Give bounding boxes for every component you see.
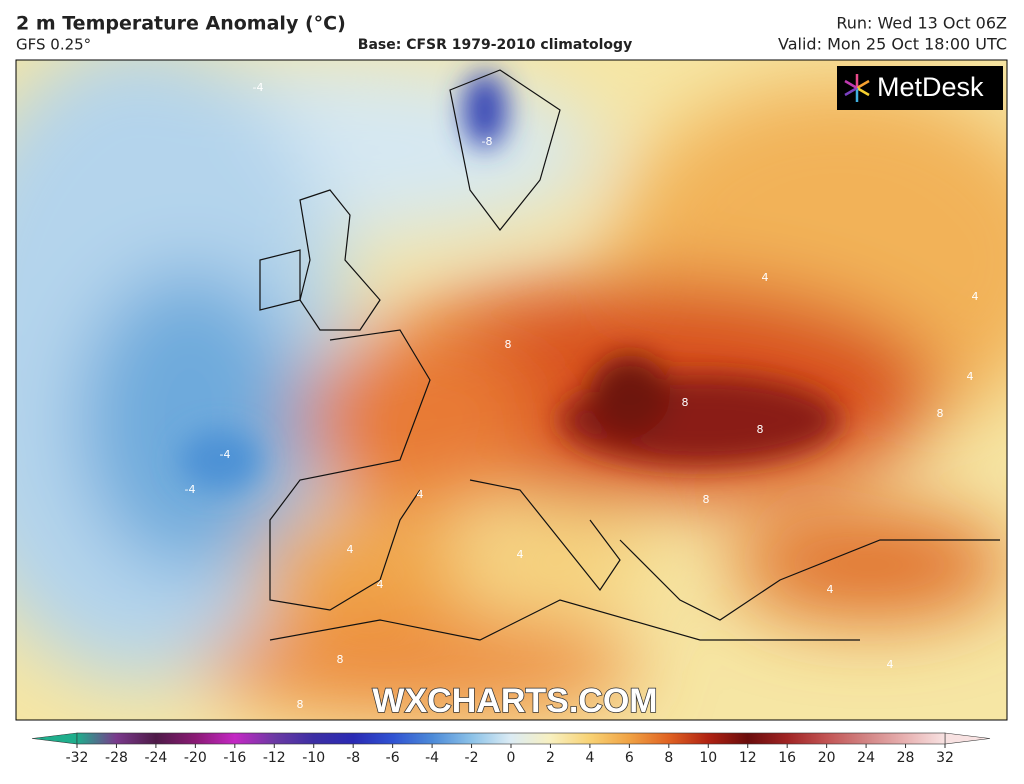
- logo-text: MetDesk: [877, 72, 984, 102]
- contour-label: -4: [220, 448, 231, 461]
- contour-label: 8: [937, 407, 944, 420]
- colorbar-arrow-right: [944, 732, 991, 745]
- colorbar-tick-label: -8: [346, 750, 360, 766]
- contour-label: 4: [762, 271, 769, 284]
- colorbar-tick-label: -16: [223, 750, 246, 766]
- contour-label: 8: [505, 338, 512, 351]
- contour-label: 4: [347, 543, 354, 556]
- colorbar-tick-label: -28: [105, 750, 128, 766]
- map: [16, 60, 1007, 720]
- contour-label: 8: [703, 493, 710, 506]
- colorbar-tick-label: 12: [739, 750, 757, 766]
- colorbar-tick-label: -12: [263, 750, 286, 766]
- contour-label: 4: [967, 370, 974, 383]
- contour-label: 8: [297, 698, 304, 711]
- colorbar-tick-label: 24: [857, 750, 875, 766]
- colorbar: -32 -28 -24 -20 -16 -12 -10 -8 -6 -4 -2 0 2 4 6 8 10 12 16…: [31, 732, 991, 766]
- watermark: WXCHARTS.COM: [372, 682, 657, 720]
- map-frame: [15, 59, 1008, 721]
- logo-box: [837, 66, 1003, 110]
- contour-label: 4: [517, 548, 524, 561]
- contour-label: 4: [827, 583, 834, 596]
- contour-label: -4: [185, 483, 196, 496]
- contour-label: 8: [682, 396, 689, 409]
- model-label: GFS 0.25°: [16, 36, 91, 54]
- colorbar-tick-label: 20: [818, 750, 836, 766]
- colorbar-tick-label: -10: [302, 750, 325, 766]
- contour-label: 4: [972, 290, 979, 303]
- title: 2 m Temperature Anomaly (°C): [16, 13, 346, 35]
- logo-icon: [844, 74, 870, 102]
- contour-label: 8: [337, 653, 344, 666]
- colorbar-tick-label: 8: [664, 750, 673, 766]
- colorbar-tick-label: 2: [546, 750, 555, 766]
- colorbar-tick-label: 32: [936, 750, 954, 766]
- colorbar-tick-label: -32: [66, 750, 89, 766]
- colorbar-tick-label: 4: [585, 750, 594, 766]
- colorbar-tick-label: -6: [386, 750, 400, 766]
- colorbar-tick-label: 10: [699, 750, 717, 766]
- colorbar-tick-label: 28: [897, 750, 915, 766]
- colorbar-tick-label: 6: [625, 750, 634, 766]
- contour-label: 8: [757, 423, 764, 436]
- base-label: Base: CFSR 1979-2010 climatology: [358, 37, 632, 53]
- contour-label: 4: [417, 488, 424, 501]
- colorbar-tick-label: -4: [425, 750, 439, 766]
- colorbar-tick-label: -24: [144, 750, 167, 766]
- contour-label: -4: [253, 81, 264, 94]
- colorbar-tick-label: -20: [184, 750, 207, 766]
- colorbar-scale: [76, 732, 946, 745]
- colorbar-tick-label: 0: [507, 750, 516, 766]
- colorbar-arrow-left: [31, 732, 78, 745]
- contour-label: 4: [887, 658, 894, 671]
- colorbar-tick-label: 16: [778, 750, 796, 766]
- colorbar-tick-label: -2: [465, 750, 479, 766]
- contour-label: 4: [377, 578, 384, 591]
- run-label: Run: Wed 13 Oct 06Z: [836, 14, 1007, 33]
- contour-labels: -4 -8 -4 -4 8 8 8 8 8 4 4 4 4 4 4 4 4 8 8 4: [185, 81, 979, 711]
- contour-label: -8: [482, 135, 493, 148]
- valid-label: Valid: Mon 25 Oct 18:00 UTC: [778, 35, 1007, 54]
